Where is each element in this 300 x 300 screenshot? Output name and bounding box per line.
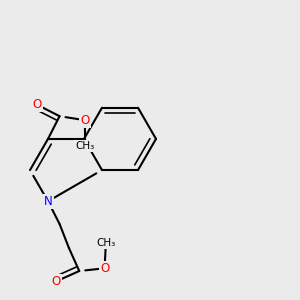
Text: N: N	[44, 195, 52, 208]
Text: CH₃: CH₃	[96, 238, 116, 248]
Text: O: O	[32, 98, 41, 111]
Text: O: O	[80, 114, 89, 127]
Text: O: O	[100, 262, 109, 275]
Text: CH₃: CH₃	[75, 141, 94, 151]
Text: O: O	[51, 275, 61, 288]
